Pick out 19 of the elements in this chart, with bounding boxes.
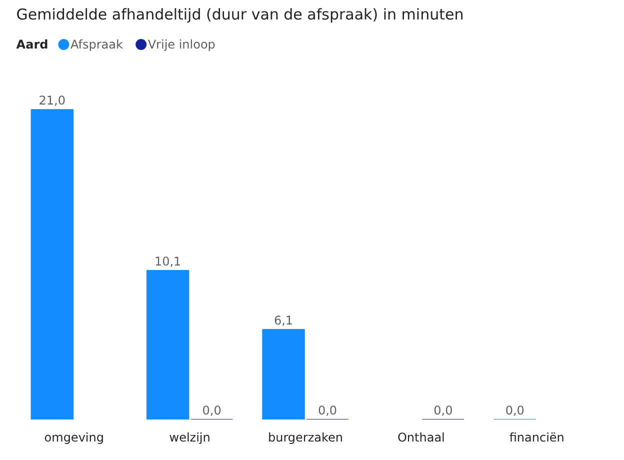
data-label: 0,0 — [505, 404, 524, 418]
data-label: 6,1 — [274, 314, 294, 328]
data-label: 0,0 — [318, 404, 338, 418]
bar — [262, 329, 305, 420]
legend-label: Vrije inloop — [148, 38, 216, 52]
legend-title: Aard — [16, 38, 48, 52]
x-tick-label: omgeving — [44, 430, 104, 444]
data-label: 21,0 — [38, 94, 66, 108]
chart-title: Gemiddelde afhandeltijd (duur van de afspraak) in minuten — [16, 6, 464, 24]
bar — [30, 109, 74, 420]
data-label: 0,0 — [434, 404, 453, 418]
x-tick-label: Onthaal — [397, 430, 445, 444]
x-tick-label: financiën — [509, 430, 564, 444]
data-label: 0,0 — [202, 404, 222, 418]
legend-label: Afspraak — [70, 38, 123, 52]
x-tick-label: burgerzaken — [268, 430, 344, 444]
bar — [146, 270, 190, 420]
x-tick-label: welzijn — [169, 430, 210, 444]
data-label: 10,1 — [154, 254, 182, 268]
